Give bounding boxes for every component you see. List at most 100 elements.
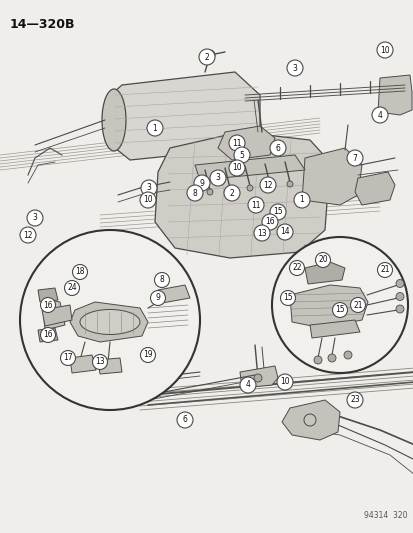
Text: 9: 9: [199, 179, 204, 188]
Circle shape: [280, 290, 295, 305]
Circle shape: [177, 412, 192, 428]
Circle shape: [209, 170, 225, 186]
Circle shape: [254, 374, 261, 382]
Circle shape: [276, 374, 292, 390]
Circle shape: [92, 354, 107, 369]
Circle shape: [20, 230, 199, 410]
Text: 3: 3: [146, 183, 151, 192]
Text: 1: 1: [152, 124, 157, 133]
Text: 4: 4: [377, 110, 382, 119]
Text: 8: 8: [192, 189, 197, 198]
Ellipse shape: [102, 89, 126, 151]
Text: 9: 9: [155, 294, 160, 303]
Polygon shape: [304, 262, 344, 284]
Circle shape: [60, 351, 75, 366]
Text: 10: 10: [280, 377, 289, 386]
Text: 10: 10: [379, 45, 389, 54]
Circle shape: [194, 175, 209, 191]
Circle shape: [289, 261, 304, 276]
Polygon shape: [70, 302, 147, 342]
Text: 3: 3: [215, 174, 220, 182]
Circle shape: [187, 185, 202, 201]
Circle shape: [259, 177, 275, 193]
Circle shape: [395, 305, 403, 313]
Text: 2: 2: [229, 189, 234, 198]
Polygon shape: [70, 355, 96, 373]
Circle shape: [228, 135, 244, 151]
Circle shape: [228, 160, 244, 176]
Circle shape: [377, 262, 392, 278]
Text: 19: 19: [143, 351, 152, 359]
Text: 2: 2: [204, 52, 209, 61]
Polygon shape: [281, 400, 339, 440]
Circle shape: [240, 377, 255, 393]
Text: 10: 10: [232, 164, 241, 173]
Circle shape: [141, 180, 157, 196]
Circle shape: [233, 147, 249, 163]
Circle shape: [199, 49, 214, 65]
Text: 21: 21: [352, 301, 362, 310]
Text: 16: 16: [265, 217, 274, 227]
Polygon shape: [38, 288, 58, 302]
Text: 12: 12: [23, 230, 33, 239]
Text: 10: 10: [143, 196, 152, 205]
Circle shape: [395, 293, 403, 301]
Circle shape: [395, 279, 403, 287]
Text: 11: 11: [251, 200, 260, 209]
Circle shape: [27, 210, 43, 226]
Polygon shape: [195, 155, 304, 180]
Text: 6: 6: [182, 416, 187, 424]
Text: 94314  320: 94314 320: [363, 511, 407, 520]
Circle shape: [269, 140, 285, 156]
Polygon shape: [98, 358, 122, 374]
Ellipse shape: [80, 310, 140, 335]
Circle shape: [72, 264, 87, 279]
Circle shape: [223, 185, 240, 201]
Circle shape: [350, 297, 365, 312]
Text: 14—320B: 14—320B: [10, 18, 75, 31]
Text: 17: 17: [63, 353, 73, 362]
Circle shape: [254, 225, 269, 241]
Circle shape: [293, 192, 309, 208]
Circle shape: [206, 189, 212, 195]
Circle shape: [247, 185, 252, 191]
Circle shape: [226, 187, 233, 193]
Circle shape: [376, 42, 392, 58]
Circle shape: [271, 237, 407, 373]
Circle shape: [204, 50, 214, 60]
Circle shape: [346, 392, 362, 408]
Text: 12: 12: [263, 181, 272, 190]
Polygon shape: [377, 75, 411, 115]
Circle shape: [346, 150, 362, 166]
Text: 4: 4: [245, 381, 250, 390]
Polygon shape: [42, 305, 72, 326]
Text: 15: 15: [282, 294, 292, 303]
Circle shape: [20, 227, 36, 243]
Polygon shape: [38, 328, 58, 342]
Text: 1: 1: [299, 196, 304, 205]
Text: 15: 15: [273, 207, 282, 216]
Text: 5: 5: [239, 150, 244, 159]
Polygon shape: [309, 320, 359, 338]
Text: 18: 18: [75, 268, 85, 277]
Text: 22: 22: [292, 263, 301, 272]
Polygon shape: [158, 285, 190, 303]
Polygon shape: [154, 132, 329, 258]
Text: 3: 3: [33, 214, 37, 222]
Polygon shape: [301, 148, 361, 205]
Circle shape: [150, 290, 165, 305]
Circle shape: [313, 356, 321, 364]
Circle shape: [266, 183, 272, 189]
Text: 3: 3: [292, 63, 297, 72]
Text: 6: 6: [275, 143, 280, 152]
Circle shape: [286, 181, 292, 187]
Polygon shape: [289, 285, 367, 328]
Text: 21: 21: [379, 265, 389, 274]
Circle shape: [154, 272, 169, 287]
Circle shape: [64, 280, 79, 295]
Text: 15: 15: [335, 305, 344, 314]
Polygon shape: [105, 72, 259, 160]
Text: 13: 13: [95, 358, 104, 367]
Circle shape: [140, 192, 156, 208]
Circle shape: [286, 60, 302, 76]
